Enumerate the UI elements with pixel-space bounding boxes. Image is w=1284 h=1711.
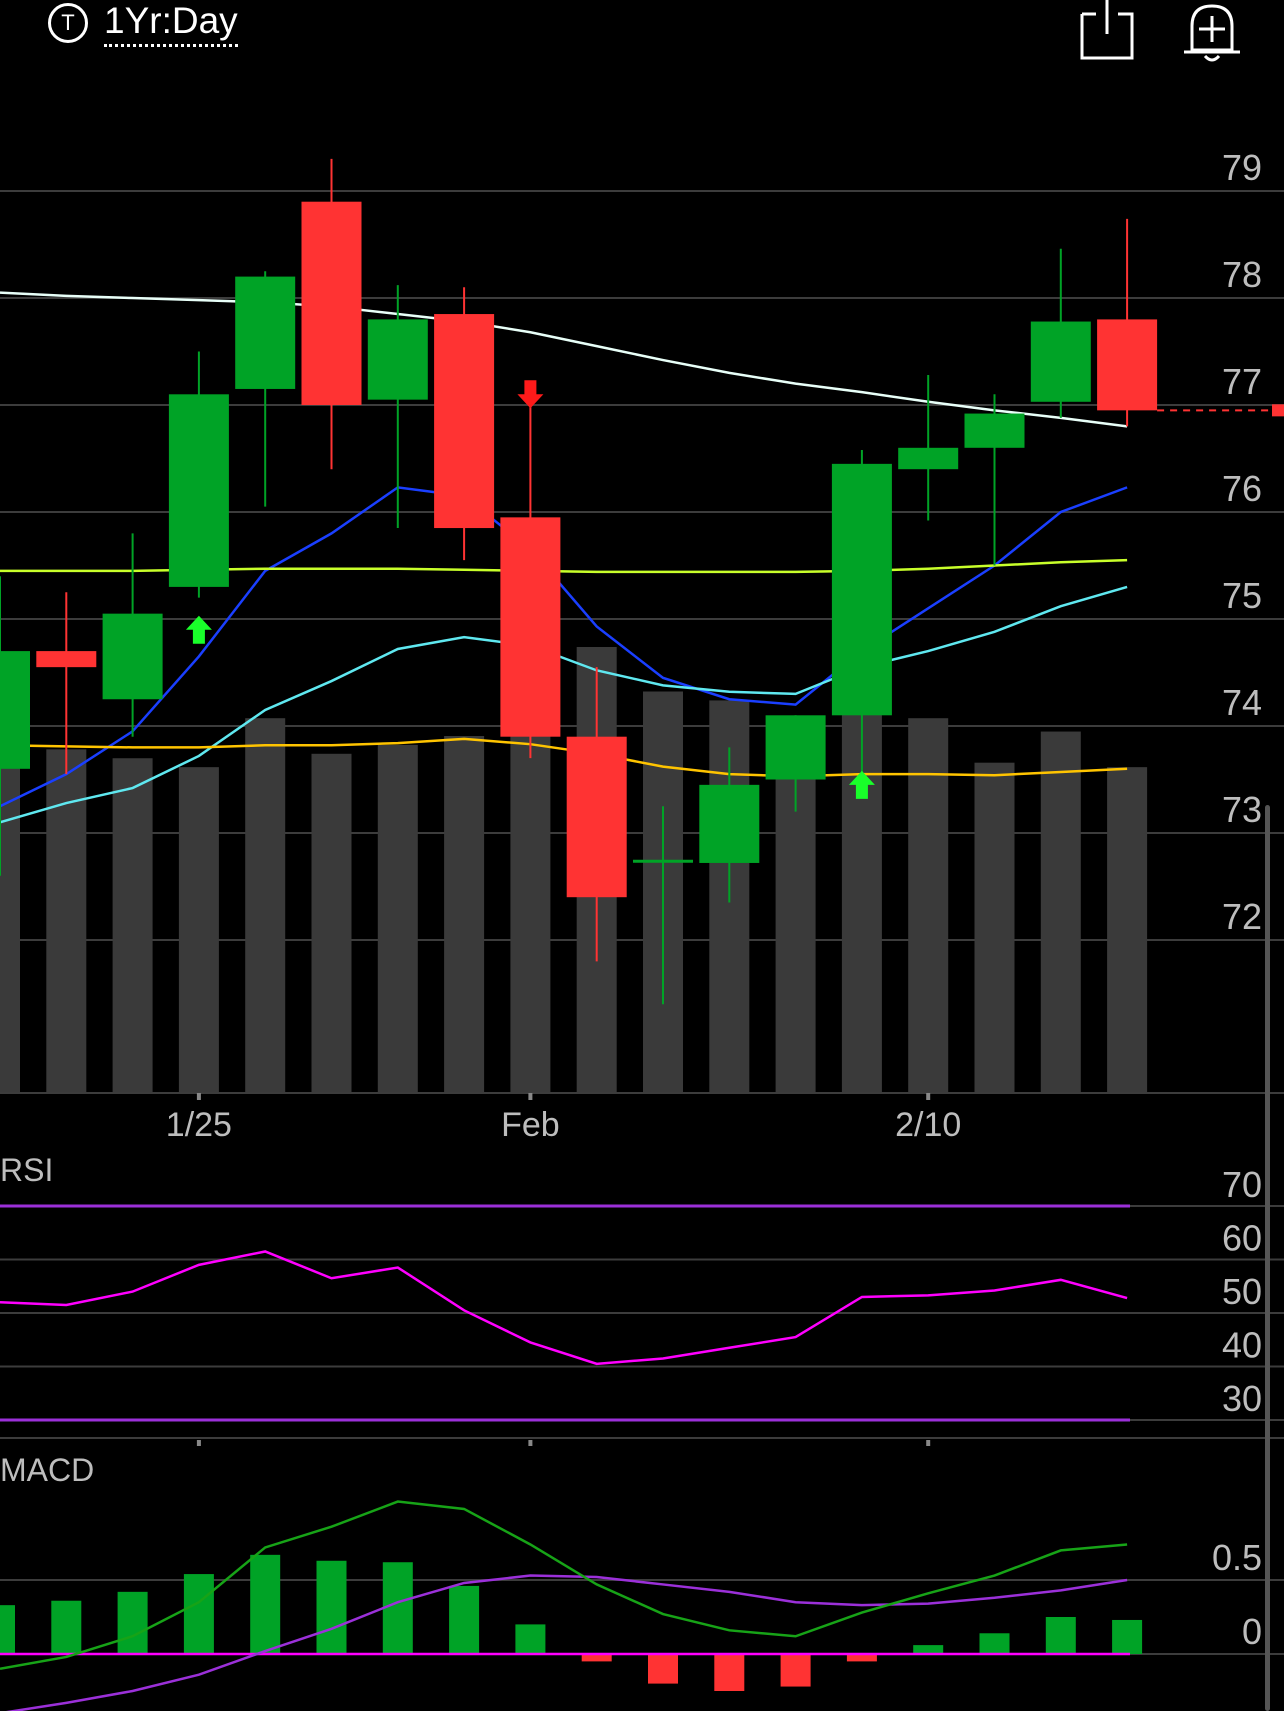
candle-body	[964, 413, 1025, 448]
macd-histogram-bar	[449, 1585, 480, 1654]
moving-average-line	[0, 486, 1128, 808]
rsi-title: RSI	[0, 1152, 53, 1188]
volume-bar	[444, 736, 485, 1092]
top-toolbar: T 1Yr:Day	[0, 0, 1284, 70]
macd-title: MACD	[0, 1452, 94, 1488]
volume-bar	[245, 718, 286, 1092]
candle-body	[36, 651, 97, 668]
price-tick-label: 76	[1222, 468, 1262, 509]
price-tick-label: 72	[1222, 896, 1262, 937]
macd-histogram-bar	[117, 1591, 148, 1654]
macd-histogram-bar	[51, 1600, 82, 1654]
chart-period-selector[interactable]: 1Yr:Day	[104, 0, 238, 47]
last-price-tag	[1272, 404, 1284, 417]
macd-histogram-bar	[515, 1624, 546, 1654]
volume-bar	[974, 762, 1015, 1092]
candle-body	[1097, 319, 1158, 411]
candle-body	[301, 201, 362, 405]
candle-body	[235, 276, 296, 389]
macd-histogram-bar	[979, 1633, 1010, 1654]
volume-bar	[178, 767, 219, 1092]
macd-histogram-bar	[382, 1562, 413, 1654]
candle-body	[0, 651, 30, 769]
candle-body	[168, 394, 229, 587]
date-tick-label: 1/25	[166, 1106, 232, 1144]
volume-bar	[1107, 767, 1148, 1092]
bell-add-icon[interactable]	[1180, 0, 1244, 64]
candle-body	[633, 859, 693, 863]
macd-panel: MACD 0.5 0	[0, 1452, 1284, 1711]
macd-histogram-bar	[1045, 1617, 1076, 1654]
candle-body	[898, 447, 959, 470]
candlesticks	[0, 158, 1158, 1005]
macd-histogram-bar	[913, 1645, 944, 1654]
rsi-tick-label: 70	[1222, 1164, 1262, 1205]
volume-bar	[510, 709, 551, 1092]
candle-body	[1030, 321, 1091, 402]
price-tick-label: 75	[1222, 575, 1262, 616]
candle-body	[566, 736, 627, 898]
moving-average-line	[0, 291, 1128, 428]
macd-histogram-bar	[581, 1654, 612, 1662]
macd-histogram-bar	[183, 1574, 214, 1654]
rsi-panel: RSI 70 60 50 40 30	[0, 1152, 1284, 1439]
date-tick-label: 2/10	[895, 1106, 961, 1144]
price-tick-label: 79	[1222, 147, 1262, 188]
macd-tick-label: 0	[1242, 1611, 1262, 1652]
candle-body	[699, 784, 760, 863]
moving-average-line	[0, 585, 1128, 824]
moving-average-line	[0, 737, 1128, 778]
buy-signal-arrow	[185, 615, 212, 644]
rsi-tick-label: 30	[1222, 1378, 1262, 1419]
rsi-tick-label: 50	[1222, 1271, 1262, 1312]
price-tick-label: 78	[1222, 254, 1262, 295]
date-tick-label: Feb	[501, 1106, 560, 1144]
price-tick-label: 74	[1222, 682, 1262, 723]
candle-body	[831, 463, 892, 716]
macd-histogram-bar	[780, 1654, 811, 1687]
macd-histogram-bar	[648, 1654, 678, 1684]
volume-bar	[377, 744, 418, 1092]
last-price-marker	[1157, 404, 1284, 417]
date-axis: 1/25 Feb 2/10	[166, 1093, 961, 1446]
sell-signal-arrow	[517, 380, 544, 409]
share-icon[interactable]	[1078, 0, 1136, 62]
rsi-tick-label: 40	[1222, 1325, 1262, 1366]
macd-histogram-bar	[846, 1654, 877, 1662]
candle-body	[367, 319, 428, 400]
volume-bar	[1040, 731, 1081, 1092]
price-tick-label: 73	[1222, 789, 1262, 830]
chart-scrollbar[interactable]	[1265, 805, 1270, 1711]
volume-bar	[112, 758, 153, 1092]
signal-arrows	[185, 380, 875, 799]
rsi-line	[0, 1250, 1128, 1366]
buy-signal-arrow	[848, 770, 875, 799]
volume-bar	[311, 753, 352, 1092]
symbol-logo-icon: T	[48, 3, 88, 43]
rsi-tick-label: 60	[1222, 1218, 1262, 1259]
candle-body	[102, 613, 163, 700]
price-grid: 79 78 77 76 75 74 73 72	[0, 147, 1284, 1094]
price-tick-label: 77	[1222, 361, 1262, 402]
macd-signal-line	[5, 1574, 1128, 1711]
macd-histogram-bar	[316, 1560, 347, 1654]
candle-body	[500, 517, 561, 737]
candle-body	[765, 715, 826, 780]
macd-line	[0, 1500, 1128, 1671]
candle-body	[434, 314, 495, 529]
macd-histogram-bar	[1112, 1619, 1143, 1654]
macd-histogram-bar	[0, 1605, 15, 1654]
volume-bar	[0, 744, 20, 1092]
volume-bar	[908, 718, 949, 1092]
macd-tick-label: 0.5	[1212, 1537, 1262, 1578]
macd-histogram-bar	[250, 1554, 281, 1654]
macd-histogram-bar	[714, 1654, 745, 1691]
